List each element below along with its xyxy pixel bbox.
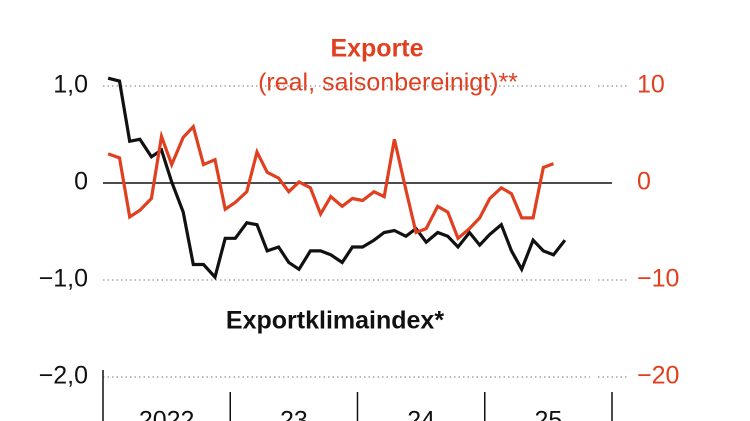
line-series xyxy=(107,76,567,281)
y2-tick-label: −20 xyxy=(637,362,679,390)
x-tick-label: 25 xyxy=(534,407,562,421)
legend-label: Exportklimaindex* xyxy=(226,307,444,335)
y2-tick-label: 10 xyxy=(637,71,665,99)
y-tick-label: 0 xyxy=(74,168,88,196)
y-tick-label: −1,0 xyxy=(39,265,88,293)
x-tick-label: 2022 xyxy=(139,407,195,421)
x-tick-label: 24 xyxy=(407,407,435,421)
y2-tick-label: −10 xyxy=(637,265,679,293)
y-tick-label: 1,0 xyxy=(53,71,88,99)
y-tick-label: −2,0 xyxy=(39,362,88,390)
legend-label: Exporte xyxy=(330,35,423,63)
x-tick-label: 23 xyxy=(280,407,308,421)
y2-tick-label: 0 xyxy=(637,168,651,196)
annotation: (real, saisonbereinigt)** xyxy=(258,69,518,97)
line-series xyxy=(107,123,555,241)
